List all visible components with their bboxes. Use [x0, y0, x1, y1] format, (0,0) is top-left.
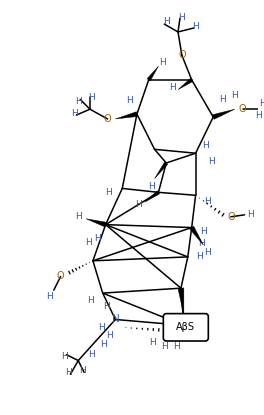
Polygon shape: [145, 191, 159, 202]
Polygon shape: [86, 219, 106, 227]
Text: H: H: [173, 342, 180, 352]
Polygon shape: [147, 66, 158, 81]
Text: H: H: [161, 342, 168, 352]
Text: H: H: [79, 366, 86, 375]
Text: H: H: [88, 350, 95, 359]
Text: O: O: [104, 114, 111, 124]
Text: H: H: [100, 340, 107, 349]
Text: H: H: [75, 212, 82, 221]
Text: H: H: [231, 91, 238, 100]
Text: H: H: [46, 291, 53, 300]
Text: H: H: [208, 156, 215, 166]
FancyBboxPatch shape: [163, 314, 208, 341]
Text: H: H: [88, 93, 95, 102]
Text: O: O: [178, 50, 186, 61]
Text: H: H: [135, 200, 142, 209]
Text: H: H: [198, 239, 205, 248]
Text: H: H: [95, 234, 101, 243]
Text: H: H: [202, 141, 209, 150]
Polygon shape: [190, 226, 204, 245]
Text: H: H: [220, 95, 226, 104]
Text: H: H: [169, 83, 176, 92]
Text: H: H: [98, 323, 105, 332]
Text: H: H: [159, 58, 166, 67]
Polygon shape: [212, 109, 235, 120]
Text: H: H: [126, 96, 133, 105]
Text: H: H: [255, 110, 262, 120]
Text: H: H: [71, 109, 78, 117]
Text: H: H: [178, 13, 185, 22]
Text: O: O: [57, 271, 64, 281]
Text: N: N: [111, 315, 119, 325]
Text: H: H: [149, 339, 156, 347]
Polygon shape: [178, 288, 184, 315]
Text: AβS: AβS: [176, 322, 195, 332]
Text: H: H: [163, 17, 170, 26]
Text: H: H: [85, 238, 91, 247]
Text: H: H: [75, 97, 82, 106]
Text: H: H: [106, 331, 113, 339]
Polygon shape: [115, 112, 138, 119]
Text: H: H: [204, 197, 211, 206]
Text: O: O: [227, 212, 235, 222]
Text: H: H: [192, 22, 199, 31]
Text: H: H: [88, 296, 94, 305]
Text: H: H: [200, 227, 207, 236]
Text: H: H: [247, 210, 254, 220]
Text: H: H: [61, 352, 68, 361]
Text: H: H: [105, 188, 112, 197]
Text: H: H: [259, 99, 264, 108]
Polygon shape: [154, 162, 168, 178]
Text: O: O: [239, 104, 246, 114]
Text: H: H: [103, 302, 110, 311]
Text: H: H: [196, 252, 203, 261]
Text: H: H: [148, 182, 155, 191]
Text: H: H: [65, 368, 72, 377]
Text: H: H: [204, 249, 211, 257]
Polygon shape: [178, 78, 193, 90]
